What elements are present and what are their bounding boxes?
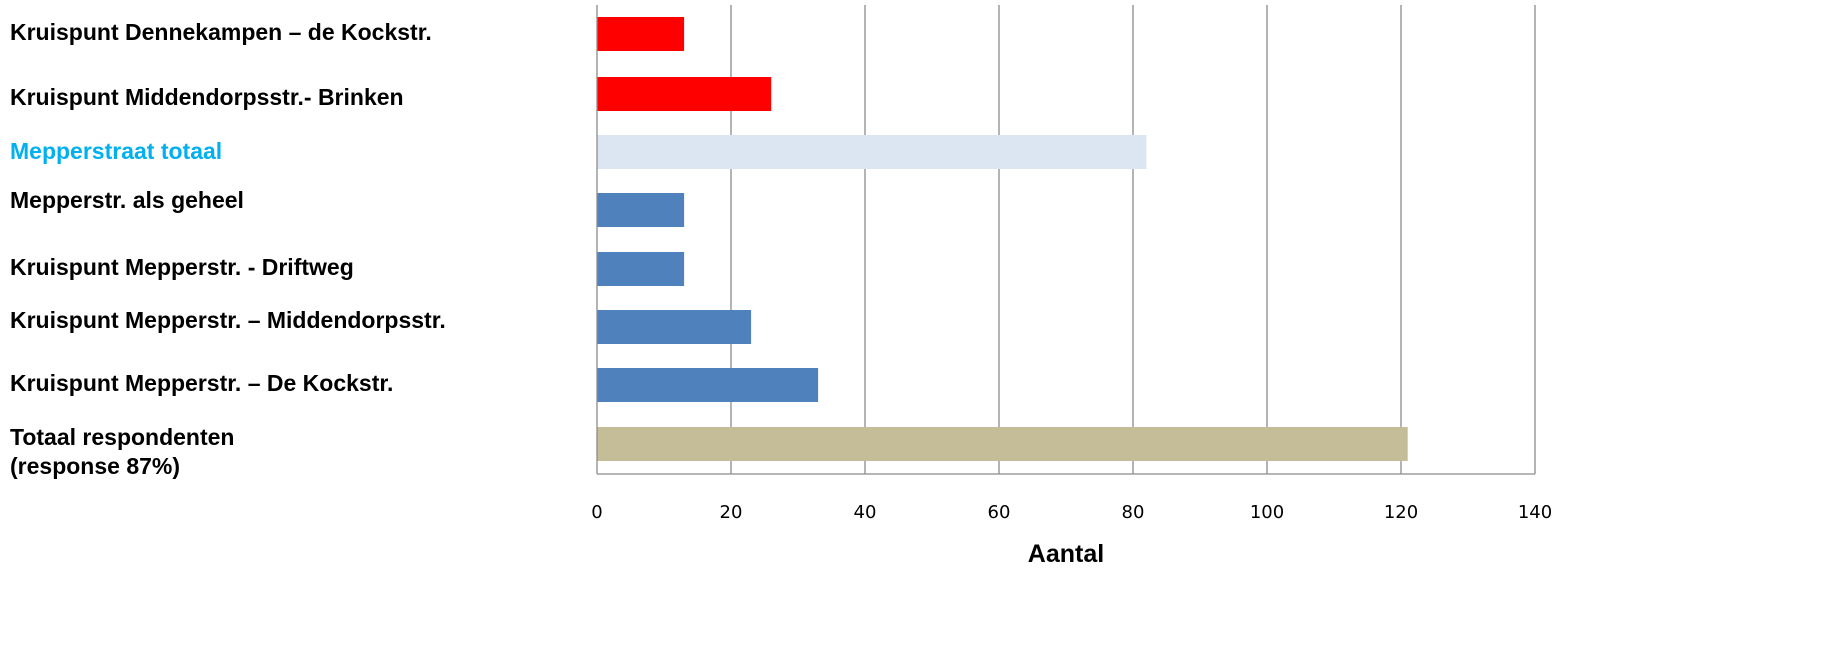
bar-5 xyxy=(597,310,752,344)
x-tick-labels: 0 20 40 60 80 100 120 140 xyxy=(591,502,1552,523)
bar-7 xyxy=(597,427,1408,461)
bar-2 xyxy=(597,135,1147,169)
x-tick-label-3: 60 xyxy=(988,502,1011,523)
bar-1 xyxy=(597,77,772,111)
category-label-0: Kruispunt Dennekampen – de Kockstr. xyxy=(10,19,432,45)
category-label-3: Mepperstr. als geheel xyxy=(10,187,244,213)
x-axis-label: Aantal xyxy=(1028,540,1104,568)
bar-0 xyxy=(597,17,685,51)
category-label-5: Kruispunt Mepperstr. – Middendorpsstr. xyxy=(10,307,446,333)
bars xyxy=(597,17,1408,461)
x-tick-label-4: 80 xyxy=(1122,502,1145,523)
gridlines xyxy=(730,5,1536,474)
bar-6 xyxy=(597,368,819,402)
category-label-1: Kruispunt Middendorpsstr.- Brinken xyxy=(10,84,404,110)
category-label-4: Kruispunt Mepperstr. - Driftweg xyxy=(10,254,354,280)
x-tick-label-7: 140 xyxy=(1518,502,1552,523)
x-tick-label-0: 0 xyxy=(591,502,602,523)
bar-3 xyxy=(597,193,685,227)
x-tick-label-6: 120 xyxy=(1384,502,1418,523)
x-tick-label-1: 20 xyxy=(720,502,743,523)
category-label-2: Mepperstraat totaal xyxy=(10,138,223,164)
category-label-6: Kruispunt Mepperstr. – De Kockstr. xyxy=(10,370,394,396)
axes xyxy=(596,5,1535,475)
bar-4 xyxy=(597,252,685,286)
x-tick-label-5: 100 xyxy=(1250,502,1284,523)
category-label-7: Totaal respondenten (response 87%) xyxy=(10,424,235,479)
x-tick-label-2: 40 xyxy=(854,502,877,523)
